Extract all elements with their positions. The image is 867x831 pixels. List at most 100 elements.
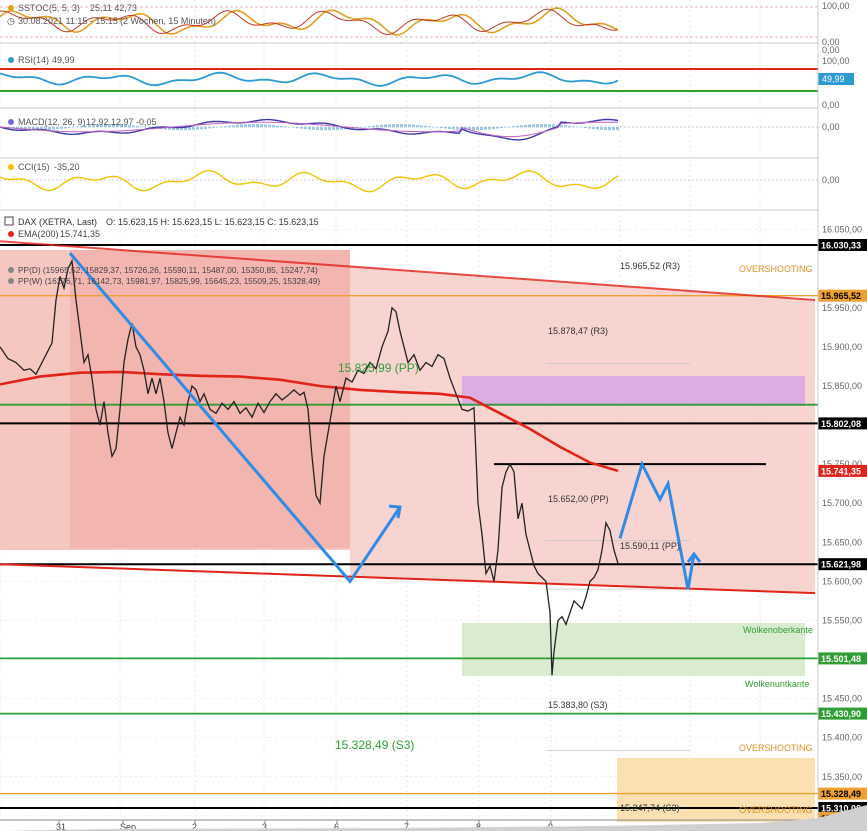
macd-histogram-bar bbox=[488, 127, 491, 130]
macd-histogram-bar bbox=[456, 127, 459, 130]
macd-histogram-bar bbox=[224, 126, 227, 128]
macd-histogram-bar bbox=[328, 127, 331, 131]
rsi-panel: RSI(14) 49,99 100,00 0,00 49,99 bbox=[0, 55, 854, 110]
rsi-line bbox=[0, 71, 619, 87]
macd-histogram-bar bbox=[208, 127, 211, 129]
macd-histogram-bar bbox=[252, 124, 255, 128]
sstoch-line-red bbox=[0, 8, 619, 36]
channel-lower-line bbox=[0, 563, 816, 595]
macd-histogram-bar bbox=[268, 124, 271, 128]
sstoch-line-orange bbox=[0, 7, 619, 36]
macd-histogram-bar bbox=[308, 127, 311, 130]
macd-values: 12,92 12,97 -0,05 bbox=[86, 117, 157, 127]
macd-histogram-bar bbox=[284, 126, 287, 128]
macd-histogram-bar bbox=[432, 126, 435, 128]
macd-histogram-bar bbox=[60, 127, 63, 129]
macd-histogram-bar bbox=[232, 125, 235, 128]
macd-histogram-bar bbox=[212, 127, 215, 128]
pp-weekly-big-label: 15.825,99 (PP) bbox=[338, 361, 419, 375]
macd-histogram-bar bbox=[368, 126, 371, 128]
price-line bbox=[0, 258, 619, 676]
macd-histogram-bar bbox=[364, 126, 367, 128]
y-tick-label: 15.850,00 bbox=[822, 381, 862, 391]
macd-histogram-bar bbox=[348, 127, 351, 129]
price-badge-text: 15.965,52 bbox=[821, 291, 861, 301]
y-tick-label: 15.600,00 bbox=[822, 576, 862, 586]
macd-histogram-bar bbox=[408, 124, 411, 128]
macd-histogram-bar bbox=[336, 127, 339, 130]
macd-histogram-bar bbox=[356, 127, 359, 128]
macd-histogram-bar bbox=[324, 127, 327, 131]
cci-label: CCI(15) bbox=[18, 162, 50, 172]
rsi-badge bbox=[818, 73, 854, 85]
ema200-line bbox=[0, 370, 619, 473]
x-tick-label: Sep bbox=[120, 822, 136, 831]
sstoch-axis-top: 100,00 bbox=[822, 1, 850, 11]
price-badge bbox=[818, 787, 867, 800]
rsi-value: 49,99 bbox=[52, 55, 75, 65]
macd-histogram-bar bbox=[428, 126, 431, 128]
x-tick-label: 7 bbox=[404, 822, 409, 831]
macd-histogram-bar bbox=[132, 125, 135, 128]
price-badge-text: 15.741,35 bbox=[821, 466, 861, 476]
levels-layer bbox=[0, 244, 818, 809]
sstoch-color-dot bbox=[8, 5, 14, 11]
macd-histogram-bar bbox=[92, 124, 95, 128]
macd-histogram-bar bbox=[192, 127, 195, 130]
macd-histogram-bar bbox=[280, 125, 283, 128]
macd-histogram-bar bbox=[560, 124, 563, 128]
y-tick-label: 16.050,00 bbox=[822, 225, 862, 235]
macd-color-dot bbox=[8, 119, 14, 125]
macd-histogram-bar bbox=[520, 125, 523, 128]
macd-histogram-bar bbox=[44, 127, 47, 131]
purple-zone bbox=[462, 376, 805, 406]
macd-histogram-bar bbox=[260, 124, 263, 128]
y-tick-label: 15.900,00 bbox=[822, 342, 862, 352]
ema-value: 15.741,35 bbox=[60, 229, 100, 239]
macd-histogram-bar bbox=[512, 126, 515, 128]
y-tick-label: 15.550,00 bbox=[822, 616, 862, 626]
red-zone-inner bbox=[70, 250, 350, 548]
macd-histogram-bar bbox=[444, 127, 447, 129]
macd-histogram-bar bbox=[588, 127, 591, 129]
sstoch-label: SSTOC(5, 5, 3) bbox=[18, 3, 80, 13]
channel-upper-line bbox=[0, 240, 816, 301]
macd-histogram-bar bbox=[376, 125, 379, 128]
forecast-projection-arrow bbox=[618, 460, 696, 590]
arrow-head-up bbox=[686, 551, 702, 563]
macd-histogram-bar bbox=[256, 124, 259, 128]
macd-histogram-bar bbox=[184, 127, 187, 131]
navigator-strip[interactable] bbox=[0, 805, 867, 831]
macd-histogram-bar bbox=[56, 127, 59, 130]
macd-histogram-bar bbox=[340, 127, 343, 130]
r3-mid-label: 15.878,47 (R3) bbox=[548, 326, 608, 336]
macd-histogram-bar bbox=[304, 127, 307, 130]
macd-histogram-bar bbox=[372, 125, 375, 128]
macd-histogram-bar bbox=[68, 127, 71, 128]
s3-247-label: 15.247,74 (S3) bbox=[620, 803, 680, 813]
macd-histogram-bar bbox=[128, 125, 131, 128]
sstoch-values: 25,11 42,73 bbox=[90, 3, 137, 13]
macd-histogram-bar bbox=[20, 127, 23, 130]
overshooting-mid-label: OVERSHOOTING bbox=[739, 743, 813, 753]
y-tick-label: 15.350,00 bbox=[822, 772, 862, 782]
macd-histogram-bar bbox=[76, 126, 79, 128]
macd-histogram-bar bbox=[564, 125, 567, 128]
channel-zone bbox=[350, 266, 815, 594]
macd-histogram-bar bbox=[104, 124, 107, 128]
macd-histogram-bar bbox=[296, 127, 299, 129]
macd-histogram-bar bbox=[176, 127, 179, 131]
pp-652-label: 15.652,00 (PP) bbox=[548, 494, 609, 504]
price-badge-text: 15.310,08 bbox=[821, 804, 861, 814]
macd-histogram-bar bbox=[124, 124, 127, 128]
macd-histogram-bar bbox=[424, 125, 427, 128]
macd-histogram-bar bbox=[504, 127, 507, 128]
rsi-badge-text: 49,99 bbox=[822, 74, 845, 84]
macd-histogram-bar bbox=[556, 124, 559, 128]
x-tick-label: 8 bbox=[476, 822, 481, 831]
macd-histogram-bar bbox=[140, 126, 143, 128]
ohlc-values: O: 15.623,15 H: 15.623,15 L: 15.623,15 C… bbox=[106, 217, 319, 227]
clock-icon: ◷ bbox=[7, 16, 15, 26]
macd-histogram-bar bbox=[100, 124, 103, 128]
price-badge bbox=[818, 652, 867, 665]
